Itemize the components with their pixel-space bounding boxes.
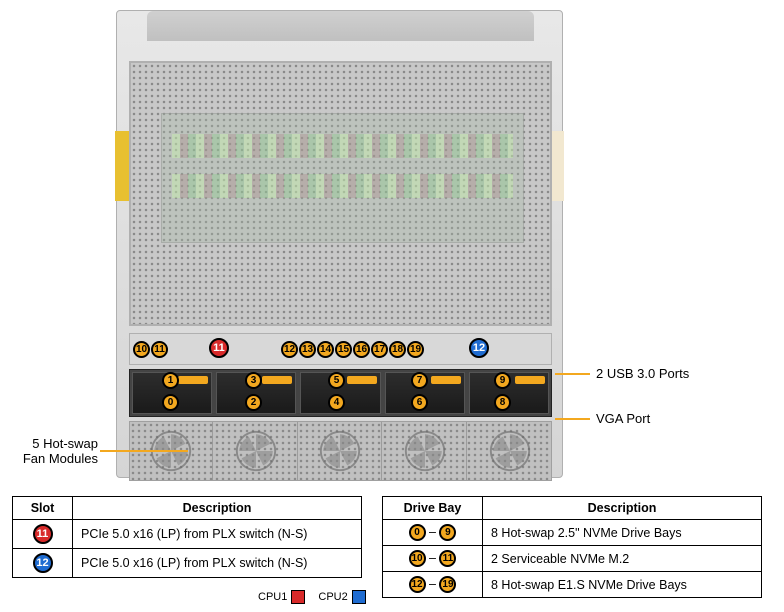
swatch-red	[291, 590, 305, 604]
marker-slot-10: 10	[133, 341, 150, 358]
drivebay-range-cell: 10 – 11	[383, 546, 483, 572]
col-header-slot: Slot	[13, 497, 73, 520]
marker-drive-to: 9	[439, 524, 456, 541]
marker-drive-0: 0	[162, 394, 179, 411]
drivebay-range-cell: 12 – 19	[383, 572, 483, 598]
fan-icon	[232, 427, 280, 475]
fan-module	[384, 422, 467, 480]
legend-cpu1: CPU1	[258, 590, 305, 604]
marker-slot-12b: 12	[469, 338, 489, 358]
table-row: 12 – 19 8 Hot-swap E1.S NVMe Drive Bays	[383, 572, 762, 598]
marker-drive-to: 19	[439, 576, 456, 593]
marker-slot-19: 19	[407, 341, 424, 358]
marker-drive-8: 8	[494, 394, 511, 411]
drivebay-desc-cell: 8 Hot-swap E1.S NVMe Drive Bays	[483, 572, 762, 598]
marker-slot-11: 11	[33, 524, 53, 544]
col-header-drivebay: Drive Bay	[383, 497, 483, 520]
marker-slot-11: 11	[209, 338, 229, 358]
marker-drive-7: 7	[411, 372, 428, 389]
col-header-desc: Description	[483, 497, 762, 520]
legend-cpu2: CPU2	[318, 590, 365, 604]
slot-desc-cell: PCIe 5.0 x16 (LP) from PLX switch (N-S)	[73, 549, 362, 578]
marker-drive-5: 5	[328, 372, 345, 389]
front-mesh-panel	[129, 61, 552, 326]
drive-bay-table: Drive Bay Description 0 – 9 8 Hot-swap 2…	[382, 496, 762, 598]
server-chassis: 10 11 11 12 13 14 15 16 17 18 19 12 1 3 …	[116, 10, 563, 478]
legend-cpu1-label: CPU1	[258, 591, 287, 603]
legend-cpu2-label: CPU2	[318, 591, 347, 603]
drivebay-range-cell: 0 – 9	[383, 520, 483, 546]
drivebay-desc-cell: 8 Hot-swap 2.5" NVMe Drive Bays	[483, 520, 762, 546]
range-separator: –	[429, 551, 436, 565]
rack-ear-left	[115, 131, 129, 201]
marker-slot-15: 15	[335, 341, 352, 358]
fan-icon	[486, 427, 534, 475]
callout-usb: 2 USB 3.0 Ports	[596, 366, 689, 381]
marker-drive-9: 9	[494, 372, 511, 389]
table-header-row: Slot Description	[13, 497, 362, 520]
marker-drive-3: 3	[245, 372, 262, 389]
callout-vga: VGA Port	[596, 411, 650, 426]
marker-drive-from: 0	[409, 524, 426, 541]
internal-components	[161, 113, 524, 243]
fan-module	[469, 422, 551, 480]
callout-fans: 5 Hot-swap Fan Modules	[10, 436, 98, 466]
col-header-desc: Description	[73, 497, 362, 520]
rack-ear-right	[550, 131, 564, 201]
leader-line	[555, 373, 590, 375]
range-separator: –	[429, 525, 436, 539]
leader-line	[100, 450, 188, 452]
fan-module	[215, 422, 298, 480]
fan-module-row	[129, 421, 552, 481]
fan-icon	[401, 427, 449, 475]
drivebay-desc-cell: 2 Serviceable NVMe M.2	[483, 546, 762, 572]
range-separator: –	[429, 577, 436, 591]
marker-slot-16: 16	[353, 341, 370, 358]
slot-marker-cell: 12	[13, 549, 73, 578]
swatch-blue	[352, 590, 366, 604]
slot-description-table: Slot Description 11 PCIe 5.0 x16 (LP) fr…	[12, 496, 362, 578]
cpu-legend: CPU1 CPU2	[258, 590, 376, 604]
chassis-top-cover	[147, 11, 534, 41]
table-row: 12 PCIe 5.0 x16 (LP) from PLX switch (N-…	[13, 549, 362, 578]
marker-drive-1: 1	[162, 372, 179, 389]
marker-drive-4: 4	[328, 394, 345, 411]
slot-marker-cell: 11	[13, 520, 73, 549]
table-row: 10 – 11 2 Serviceable NVMe M.2	[383, 546, 762, 572]
table-header-row: Drive Bay Description	[383, 497, 762, 520]
marker-slot-11y: 11	[151, 341, 168, 358]
slot-desc-cell: PCIe 5.0 x16 (LP) from PLX switch (N-S)	[73, 520, 362, 549]
leader-line	[555, 418, 590, 420]
marker-slot-13: 13	[299, 341, 316, 358]
fan-module	[300, 422, 383, 480]
marker-slot-18: 18	[389, 341, 406, 358]
marker-slot-17: 17	[371, 341, 388, 358]
fan-icon	[316, 427, 364, 475]
marker-slot-14: 14	[317, 341, 334, 358]
marker-drive-from: 12	[409, 576, 426, 593]
marker-slot-12: 12	[33, 553, 53, 573]
marker-slot-12: 12	[281, 341, 298, 358]
marker-drive-from: 10	[409, 550, 426, 567]
marker-drive-6: 6	[411, 394, 428, 411]
table-row: 11 PCIe 5.0 x16 (LP) from PLX switch (N-…	[13, 520, 362, 549]
table-row: 0 – 9 8 Hot-swap 2.5" NVMe Drive Bays	[383, 520, 762, 546]
marker-drive-2: 2	[245, 394, 262, 411]
marker-drive-to: 11	[439, 550, 456, 567]
